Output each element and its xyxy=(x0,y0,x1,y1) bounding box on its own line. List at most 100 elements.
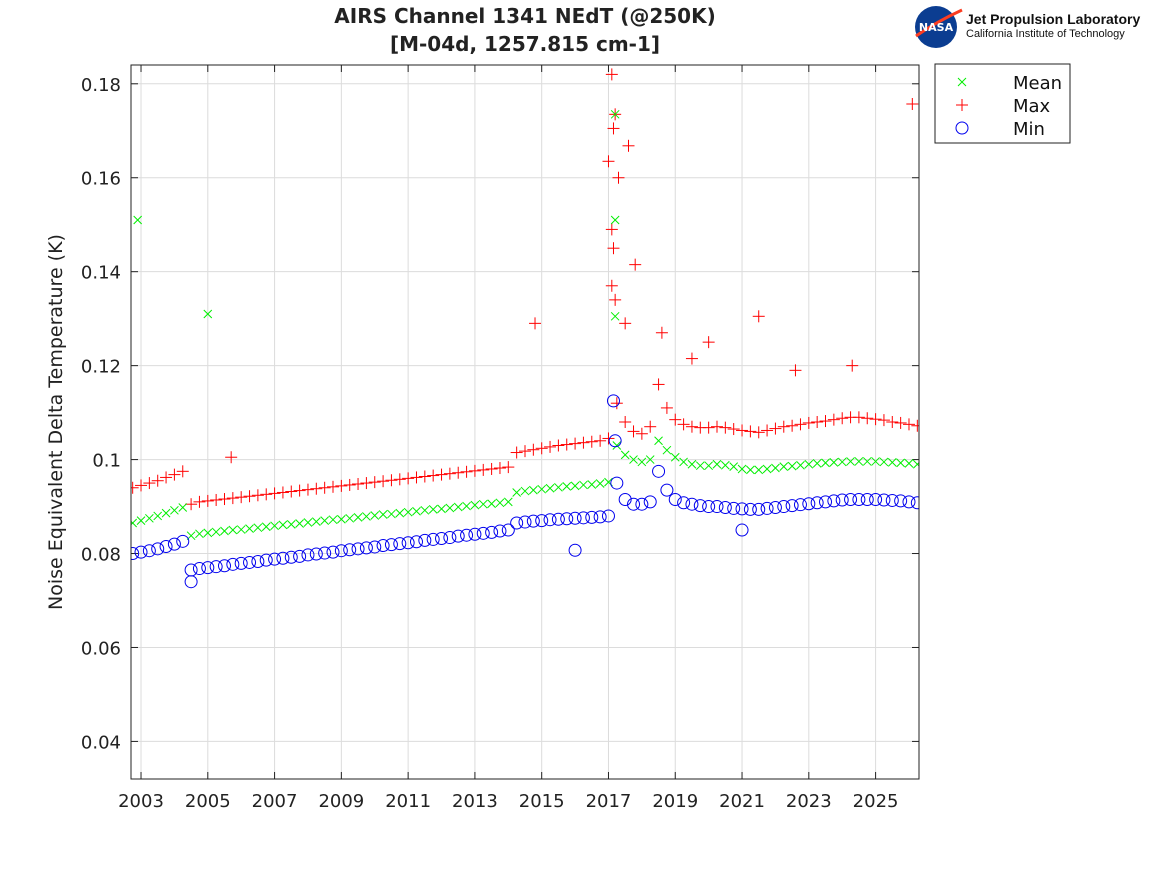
point-min xyxy=(501,523,515,537)
point-max xyxy=(669,413,682,426)
point-mean xyxy=(170,505,179,515)
point-min xyxy=(752,502,766,516)
point-min xyxy=(585,510,599,524)
outlier-max xyxy=(629,258,642,271)
point-max xyxy=(660,401,673,414)
outlier-max xyxy=(622,139,635,152)
point-mean xyxy=(403,507,413,517)
point-min xyxy=(526,514,540,528)
y-tick-label: 0.04 xyxy=(81,732,121,753)
point-mean xyxy=(837,457,847,467)
point-max xyxy=(210,493,223,506)
point-max xyxy=(911,419,919,432)
outlier-max xyxy=(612,171,625,184)
point-mean xyxy=(629,455,638,464)
point-min xyxy=(627,497,641,511)
point-min xyxy=(234,556,248,570)
x-tick-label: 2019 xyxy=(652,791,698,812)
point-max xyxy=(377,475,390,488)
point-max xyxy=(869,413,882,426)
x-tick-label: 2013 xyxy=(452,791,498,812)
point-mean xyxy=(378,510,388,519)
outlier-max xyxy=(789,364,802,377)
point-mean xyxy=(670,452,680,462)
point-max xyxy=(886,416,899,428)
outlier-max xyxy=(605,223,618,236)
point-min xyxy=(793,498,807,512)
point-max xyxy=(143,477,156,490)
point-max xyxy=(644,420,657,433)
point-mean xyxy=(762,464,772,474)
point-mean xyxy=(437,504,446,514)
point-mean xyxy=(478,499,488,509)
point-mean xyxy=(654,436,663,446)
outlier-mean xyxy=(203,309,213,319)
point-mean xyxy=(912,459,919,469)
point-min xyxy=(860,493,874,507)
point-max xyxy=(569,437,582,450)
point-max xyxy=(168,468,181,481)
x-tick-label: 2017 xyxy=(586,791,632,812)
point-max xyxy=(736,424,749,437)
y-tick-label: 0.08 xyxy=(81,545,121,566)
point-mean xyxy=(462,501,471,511)
point-mean xyxy=(428,505,438,514)
point-mean xyxy=(746,465,755,475)
data-marks xyxy=(131,68,919,589)
point-mean xyxy=(821,458,830,468)
point-max xyxy=(544,440,557,453)
axis-ticks: 2003 2005 2007 2009 2011 2013 2015 2017 2019 2021… xyxy=(81,65,919,812)
point-min xyxy=(384,538,398,552)
outlier-max xyxy=(605,68,618,81)
point-max xyxy=(902,418,915,431)
x-tick-label: 2005 xyxy=(185,791,231,812)
point-min xyxy=(359,541,373,555)
point-max xyxy=(435,468,448,481)
point-max xyxy=(368,476,381,489)
y-axis-label: Noise Equivalent Delta Temperature (K) xyxy=(45,234,67,610)
point-mean xyxy=(887,458,897,467)
point-max xyxy=(602,432,615,445)
grid-lines xyxy=(131,65,919,779)
legend-label-max: Max xyxy=(1013,96,1051,117)
point-mean xyxy=(362,512,371,521)
point-mean xyxy=(587,480,597,489)
point-mean xyxy=(512,488,522,497)
point-min xyxy=(560,512,574,526)
point-max xyxy=(761,424,774,437)
point-min xyxy=(226,557,240,571)
point-max xyxy=(510,446,523,459)
point-min xyxy=(268,552,282,566)
point-max xyxy=(560,438,573,451)
point-mean xyxy=(537,484,547,494)
point-max xyxy=(260,488,273,501)
point-min xyxy=(167,537,181,551)
point-mean xyxy=(445,503,455,513)
series-min xyxy=(131,394,919,589)
point-max xyxy=(427,469,440,482)
y-tick-label: 0.14 xyxy=(81,263,121,284)
point-min xyxy=(243,555,257,569)
point-min xyxy=(493,524,507,538)
legend-marker-mean xyxy=(957,77,967,87)
point-mean xyxy=(579,480,588,490)
point-mean xyxy=(520,486,530,496)
point-max xyxy=(827,413,840,426)
point-mean xyxy=(228,525,238,535)
point-max xyxy=(477,463,490,476)
point-mean xyxy=(136,516,146,525)
point-min xyxy=(251,555,265,569)
point-max xyxy=(201,494,214,507)
point-max xyxy=(235,491,248,504)
point-min xyxy=(435,531,449,545)
point-min xyxy=(785,499,799,513)
point-max xyxy=(485,462,498,475)
point-max xyxy=(185,498,198,511)
point-min xyxy=(718,500,732,514)
point-max xyxy=(594,434,607,447)
outlier-mean xyxy=(610,311,620,321)
point-min xyxy=(768,500,782,514)
point-min xyxy=(518,515,532,529)
point-mean xyxy=(662,445,672,455)
point-max xyxy=(268,487,281,500)
